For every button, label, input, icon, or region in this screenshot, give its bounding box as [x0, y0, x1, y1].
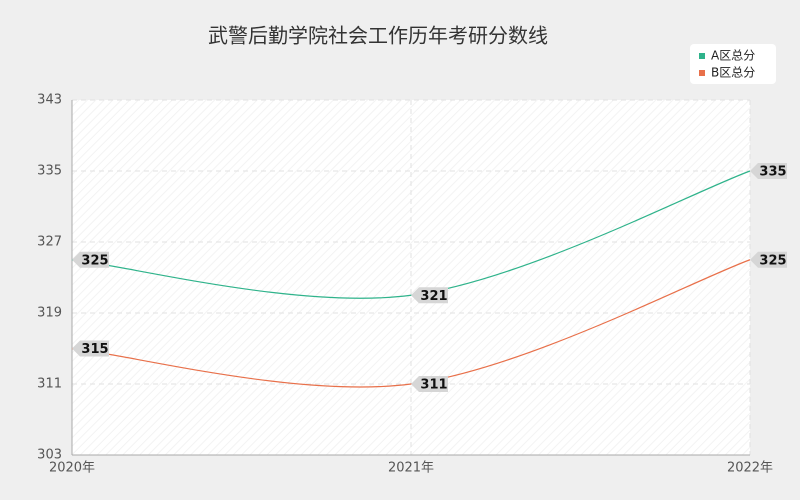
x-tick-label: 2022年 — [727, 461, 773, 476]
plot-area — [72, 100, 750, 455]
y-tick-label: 319 — [37, 306, 62, 321]
data-label: 321 — [420, 289, 447, 304]
data-label: 325 — [759, 253, 786, 268]
data-label: 315 — [81, 342, 108, 357]
x-tick-label: 2021年 — [388, 461, 434, 476]
y-tick-label: 311 — [37, 377, 62, 392]
data-label: 311 — [420, 378, 447, 393]
y-tick-label: 343 — [37, 93, 62, 108]
data-label: 335 — [759, 165, 786, 180]
legend-box — [690, 44, 776, 84]
legend-marker — [699, 70, 705, 76]
data-label-tag — [750, 163, 787, 179]
data-label-tag — [411, 287, 448, 304]
x-tick-label: 2020年 — [49, 461, 95, 476]
data-label-tag — [72, 340, 109, 357]
data-label-tag — [72, 251, 109, 268]
y-tick-label: 303 — [37, 448, 62, 463]
chart-title: 武警后勤学院社会工作历年考研分数线 — [208, 24, 548, 48]
y-tick-label: 327 — [37, 235, 62, 250]
legend-label: B区总分 — [711, 66, 755, 80]
data-label-tag — [411, 376, 448, 392]
legend-label: A区总分 — [711, 49, 755, 63]
data-label: 325 — [81, 253, 108, 268]
legend-marker — [699, 53, 705, 59]
data-label-tag — [750, 251, 787, 268]
y-tick-label: 335 — [37, 164, 62, 179]
